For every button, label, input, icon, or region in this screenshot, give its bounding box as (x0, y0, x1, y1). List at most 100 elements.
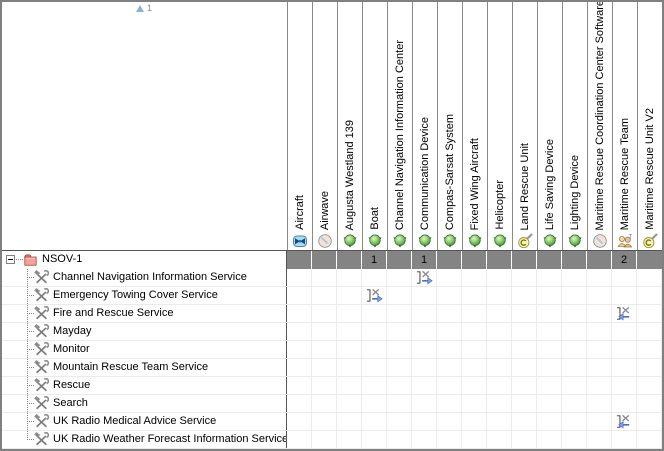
matrix-cell[interactable] (312, 413, 337, 430)
matrix-cell[interactable] (612, 269, 637, 286)
column-header-compas-sarsat-system[interactable]: Compas-Sarsat System (437, 2, 462, 250)
matrix-cell[interactable] (362, 431, 387, 448)
matrix-cell[interactable] (587, 269, 612, 286)
matrix-cell[interactable] (312, 269, 337, 286)
matrix-cell[interactable] (462, 341, 487, 358)
matrix-cell[interactable] (362, 323, 387, 340)
row-label-channel-navigation-information-service[interactable]: Channel Navigation Information Service (2, 269, 287, 286)
root-count-cell-maritime-rescue-unit-v2[interactable] (637, 251, 662, 269)
matrix-cell[interactable] (337, 341, 362, 358)
matrix-cell[interactable] (387, 305, 412, 322)
root-count-cell-channel-navigation-information-center[interactable] (387, 251, 412, 269)
matrix-cell[interactable] (612, 287, 637, 304)
matrix-cell[interactable] (587, 323, 612, 340)
matrix-cell[interactable] (437, 377, 462, 394)
matrix-cell[interactable] (562, 287, 587, 304)
matrix-cell[interactable] (537, 431, 562, 448)
matrix-cell[interactable] (362, 341, 387, 358)
relationship-cell[interactable] (612, 413, 637, 430)
row-label-emergency-towing-cover-service[interactable]: Emergency Towing Cover Service (2, 287, 287, 304)
matrix-cell[interactable] (562, 323, 587, 340)
matrix-cell[interactable] (312, 305, 337, 322)
matrix-cell[interactable] (287, 395, 312, 412)
matrix-cell[interactable] (287, 431, 312, 448)
matrix-cell[interactable] (412, 413, 437, 430)
matrix-cell[interactable] (512, 377, 537, 394)
column-header-fixed-wing-aircraft[interactable]: Fixed Wing Aircraft (462, 2, 487, 250)
matrix-cell[interactable] (287, 413, 312, 430)
row-label-search[interactable]: Search (2, 395, 287, 412)
row-label-uk-radio-medical-advice-service[interactable]: UK Radio Medical Advice Service (2, 413, 287, 430)
matrix-cell[interactable] (462, 287, 487, 304)
matrix-cell[interactable] (362, 377, 387, 394)
matrix-cell[interactable] (637, 323, 662, 340)
matrix-cell[interactable] (287, 269, 312, 286)
root-count-cell-helicopter[interactable] (487, 251, 512, 269)
matrix-cell[interactable] (312, 359, 337, 376)
root-count-cell-aircraft[interactable] (287, 251, 312, 269)
matrix-cell[interactable] (437, 395, 462, 412)
root-row-label[interactable]: NSOV-1 (2, 251, 287, 269)
matrix-cell[interactable] (637, 395, 662, 412)
matrix-cell[interactable] (587, 377, 612, 394)
matrix-cell[interactable] (487, 413, 512, 430)
matrix-cell[interactable] (462, 395, 487, 412)
matrix-cell[interactable] (437, 305, 462, 322)
matrix-cell[interactable] (512, 413, 537, 430)
matrix-cell[interactable] (362, 413, 387, 430)
matrix-cell[interactable] (562, 269, 587, 286)
matrix-cell[interactable] (587, 359, 612, 376)
matrix-cell[interactable] (462, 269, 487, 286)
matrix-cell[interactable] (312, 395, 337, 412)
row-label-mayday[interactable]: Mayday (2, 323, 287, 340)
matrix-cell[interactable] (412, 323, 437, 340)
root-count-cell-communication-device[interactable]: 1 (412, 251, 437, 269)
root-count-cell-compas-sarsat-system[interactable] (437, 251, 462, 269)
matrix-cell[interactable] (337, 431, 362, 448)
matrix-cell[interactable] (412, 395, 437, 412)
matrix-cell[interactable] (537, 269, 562, 286)
matrix-cell[interactable] (437, 269, 462, 286)
root-count-cell-maritime-rescue-team[interactable]: 2 (612, 251, 637, 269)
matrix-cell[interactable] (587, 431, 612, 448)
matrix-cell[interactable] (637, 431, 662, 448)
matrix-cell[interactable] (437, 287, 462, 304)
matrix-cell[interactable] (537, 323, 562, 340)
matrix-cell[interactable] (312, 431, 337, 448)
matrix-cell[interactable] (587, 341, 612, 358)
matrix-cell[interactable] (637, 269, 662, 286)
root-count-cell-augusta-westland-139[interactable] (337, 251, 362, 269)
matrix-cell[interactable] (612, 359, 637, 376)
matrix-cell[interactable] (437, 431, 462, 448)
matrix-cell[interactable] (537, 377, 562, 394)
sort-indicator[interactable]: 1 (136, 3, 152, 13)
column-header-augusta-westland-139[interactable]: Augusta Westland 139 (337, 2, 362, 250)
matrix-cell[interactable] (487, 359, 512, 376)
matrix-cell[interactable] (512, 341, 537, 358)
matrix-cell[interactable] (637, 287, 662, 304)
matrix-cell[interactable] (487, 431, 512, 448)
matrix-cell[interactable] (387, 323, 412, 340)
root-count-cell-fixed-wing-aircraft[interactable] (462, 251, 487, 269)
matrix-cell[interactable] (537, 341, 562, 358)
matrix-cell[interactable] (287, 359, 312, 376)
root-count-cell-land-rescue-unit[interactable] (512, 251, 537, 269)
matrix-cell[interactable] (537, 287, 562, 304)
matrix-cell[interactable] (437, 341, 462, 358)
column-header-maritime-rescue-unit-v2[interactable]: Maritime Rescue Unit V2 (637, 2, 662, 250)
matrix-cell[interactable] (312, 377, 337, 394)
matrix-cell[interactable] (412, 305, 437, 322)
row-label-mountain-rescue-team-service[interactable]: Mountain Rescue Team Service (2, 359, 287, 376)
matrix-cell[interactable] (587, 395, 612, 412)
matrix-cell[interactable] (387, 341, 412, 358)
matrix-cell[interactable] (387, 413, 412, 430)
matrix-cell[interactable] (462, 359, 487, 376)
matrix-cell[interactable] (537, 359, 562, 376)
matrix-cell[interactable] (337, 377, 362, 394)
matrix-cell[interactable] (562, 377, 587, 394)
matrix-cell[interactable] (537, 395, 562, 412)
matrix-cell[interactable] (562, 431, 587, 448)
matrix-cell[interactable] (287, 323, 312, 340)
matrix-cell[interactable] (562, 341, 587, 358)
matrix-cell[interactable] (612, 395, 637, 412)
